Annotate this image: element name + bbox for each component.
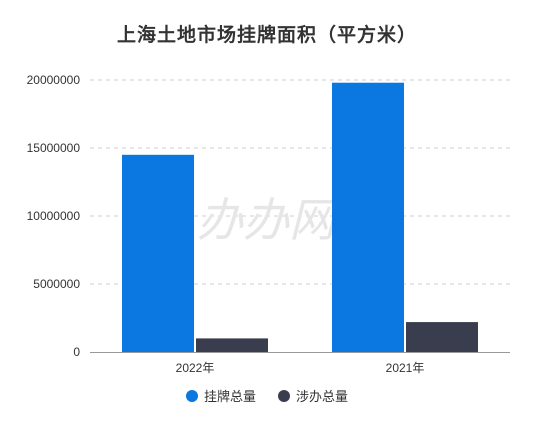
legend-marker-involved-total (278, 389, 290, 402)
legend-marker-listed-total (185, 389, 198, 402)
y-tick-label: 10000000 (27, 209, 81, 223)
bar (122, 154, 194, 352)
legend-label-involved-total: 涉办总量 (296, 390, 349, 405)
bar (196, 338, 268, 352)
legend: 挂牌总量 涉办总量 (0, 386, 534, 405)
chart-title: 上海土地市场挂牌面积（平方米） (116, 24, 417, 46)
legend-item-involved-total[interactable]: 涉办总量 (278, 386, 348, 405)
watermark: 办办网 (197, 193, 341, 247)
legend-label-listed-total: 挂牌总量 (203, 390, 256, 405)
y-tick-label: 5000000 (33, 277, 80, 291)
x-tick-label: 2022年 (176, 361, 215, 375)
x-tick-label: 2021年 (386, 361, 425, 375)
y-tick-label: 20000000 (27, 73, 81, 87)
bar (406, 322, 478, 352)
y-tick-label: 15000000 (27, 141, 81, 155)
bar (332, 82, 404, 352)
y-tick-label: 0 (73, 345, 80, 359)
legend-item-listed-total[interactable]: 挂牌总量 (185, 386, 256, 405)
